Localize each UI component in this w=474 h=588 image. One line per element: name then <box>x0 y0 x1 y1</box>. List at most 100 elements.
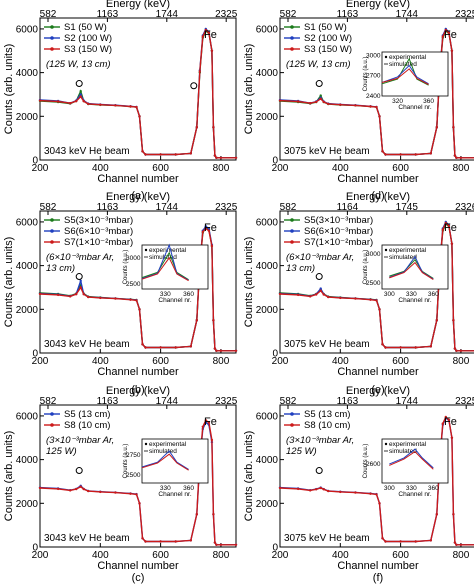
legend-label: S5 (13 cm) <box>304 409 350 420</box>
data-point <box>399 153 402 156</box>
legend-marker <box>50 25 54 29</box>
x-tick-label: 800 <box>213 356 230 367</box>
condition-text: (6×10⁻³mbar Ar, <box>286 252 354 263</box>
x-tick-label: 600 <box>392 356 409 367</box>
data-point <box>322 100 325 104</box>
top-tick-label: 2325 <box>215 396 238 407</box>
data-point <box>144 346 147 349</box>
y-tick-label: 2000 <box>16 305 39 316</box>
data-point <box>319 97 322 101</box>
y-axis-label: Counts (arb. units) <box>3 237 15 327</box>
inset-x-tick-label: 300 <box>384 291 395 298</box>
top-tick-label: 2325 <box>215 9 238 20</box>
data-point <box>174 153 177 156</box>
chart-panel-d: Energy (keV) 582 1163 1744 2325 200 400 600 800 C… <box>243 0 474 202</box>
y-tick-label: 4000 <box>16 455 39 466</box>
data-point <box>459 543 463 546</box>
data-point <box>204 225 207 228</box>
data-point <box>144 153 147 156</box>
data-point <box>441 422 444 425</box>
chart-panel-a: Energy (keV) 582 1163 1744 2325 200 400 600 800 C… <box>3 0 238 202</box>
inset-y-tick-label: 3000 <box>366 251 381 258</box>
series-line-2 <box>39 227 236 352</box>
x-tick-label: 800 <box>213 550 230 561</box>
inset-y-tick-label: 2750 <box>126 452 141 459</box>
beam-label: 3075 keV He beam <box>284 339 370 350</box>
inset-series-0 <box>141 450 189 470</box>
top-tick-label: 582 <box>280 202 297 213</box>
data-point <box>381 537 384 540</box>
y-tick-label: 6000 <box>16 411 39 422</box>
top-tick-label: 1744 <box>156 9 179 20</box>
inset-legend-label: experimental <box>149 441 187 448</box>
top-tick-label: 1744 <box>156 396 179 407</box>
y-tick-label: 2000 <box>256 305 279 316</box>
condition-text: 125 W) <box>286 446 317 457</box>
legend-marker <box>50 229 54 233</box>
data-point <box>79 90 82 93</box>
data-point <box>114 297 117 300</box>
inset-series-0 <box>381 57 429 86</box>
oxygen-marker <box>190 82 198 90</box>
legend-label: S7(1×10⁻²mbar) <box>64 237 133 248</box>
top-axis-label: Energy (keV) <box>106 191 170 203</box>
condition-text: 125 W) <box>46 446 77 457</box>
inset-legend-label: simulated <box>389 61 417 68</box>
inset-plot: 300 330 360 2600 Channel nr. Counts (a.u.) exp… <box>363 438 449 498</box>
condition-text: 13 cm) <box>286 263 315 274</box>
data-point <box>174 540 177 543</box>
data-point <box>219 543 223 546</box>
inset-x-axis-label: Channel nr. <box>158 491 191 498</box>
oxygen-marker <box>315 273 323 281</box>
plot-frame <box>39 210 237 354</box>
y-tick-label: 6000 <box>256 411 279 422</box>
data-point <box>319 94 322 97</box>
data-point <box>138 502 141 505</box>
data-point <box>452 319 455 322</box>
panel-label: (d) <box>371 190 384 202</box>
data-point <box>135 493 138 496</box>
data-point <box>444 415 447 419</box>
data-point <box>79 95 82 98</box>
data-point <box>384 540 387 543</box>
data-point <box>99 490 102 494</box>
inset-legend-label: experimental <box>389 54 427 61</box>
inset-legend-marker <box>384 248 388 252</box>
data-point <box>141 343 144 346</box>
inset-series-1 <box>389 450 434 470</box>
condition-text: (125 W, 13 cm) <box>286 59 351 70</box>
oxygen-marker <box>75 467 83 475</box>
top-tick-label: 1163 <box>337 9 359 20</box>
data-point <box>322 488 325 491</box>
data-point <box>195 126 198 129</box>
data-point <box>69 489 72 492</box>
data-point <box>450 242 454 245</box>
legend-marker <box>290 218 294 222</box>
data-point <box>69 295 72 298</box>
legend-label: S8 (10 cm) <box>304 420 350 431</box>
data-point <box>189 539 192 542</box>
data-point <box>189 345 192 348</box>
legend-marker <box>290 240 294 244</box>
plot-frame <box>279 404 474 548</box>
top-tick-label: 2325 <box>455 396 474 407</box>
y-tick-label: 6000 <box>256 24 279 35</box>
legend-label: S3 (150 W) <box>64 44 112 55</box>
series-line-2 <box>279 221 474 352</box>
inset-y-axis-label: Counts (a.u.) <box>123 444 129 479</box>
legend-marker <box>290 423 294 427</box>
inset-series-2 <box>389 261 434 281</box>
inset-x-tick-label: 360 <box>428 485 439 492</box>
inset-y-tick-label: 2600 <box>366 461 381 468</box>
data-point <box>213 154 217 157</box>
inset-y-axis-label: Counts (a.u.) <box>363 444 369 479</box>
element-label: Fe <box>204 416 217 428</box>
y-tick-label: 4000 <box>256 68 279 79</box>
data-point <box>378 502 381 505</box>
inset-series-1 <box>389 255 434 280</box>
data-point <box>213 541 217 544</box>
data-point <box>453 541 457 544</box>
legend-label: S1 (50 W) <box>64 22 107 33</box>
y-axis-label: Counts (arb. units) <box>3 431 15 521</box>
top-tick-label: 1745 <box>396 202 419 213</box>
